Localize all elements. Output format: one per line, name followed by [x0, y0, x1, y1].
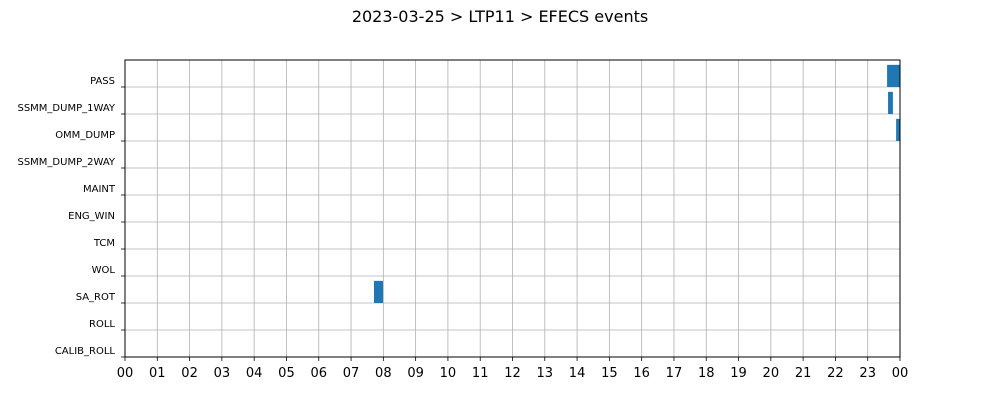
x-tick-label: 07: [343, 366, 360, 381]
x-tick-label: 13: [537, 366, 554, 381]
y-tick-label: ENG_WIN: [68, 211, 115, 222]
x-tick-label: 04: [246, 366, 263, 381]
x-tick-label: 11: [472, 366, 489, 381]
y-tick-label: OMM_DUMP: [55, 130, 115, 141]
event-bar: [887, 64, 900, 87]
x-tick-label: 09: [407, 366, 424, 381]
x-tick-label: 23: [859, 366, 876, 381]
x-tick-label: 19: [730, 366, 747, 381]
y-tick-label: SSMM_DUMP_2WAY: [17, 157, 115, 168]
x-tick-label: 08: [375, 366, 392, 381]
x-tick-label: 02: [181, 366, 198, 381]
x-tick-label: 22: [827, 366, 844, 381]
x-tick-label: 17: [666, 366, 683, 381]
x-tick-label: 20: [763, 366, 780, 381]
y-tick-label: ROLL: [89, 319, 115, 330]
x-tick-label: 06: [310, 366, 327, 381]
event-bar: [896, 118, 900, 141]
x-tick-label: 15: [601, 366, 618, 381]
x-tick-label: 03: [214, 366, 231, 381]
x-tick-label: 01: [149, 366, 166, 381]
event-bar: [373, 280, 384, 303]
y-tick-label: WOL: [92, 265, 116, 276]
x-tick-label: 10: [440, 366, 457, 381]
y-tick-label: SA_ROT: [76, 292, 116, 303]
x-tick-label: 05: [278, 366, 295, 381]
x-tick-label: 14: [569, 366, 586, 381]
y-tick-label: PASS: [90, 76, 115, 87]
x-tick-label: 00: [892, 366, 909, 381]
x-tick-label: 21: [795, 366, 812, 381]
x-tick-label: 18: [698, 366, 715, 381]
x-tick-label: 12: [504, 366, 521, 381]
event-bar: [888, 91, 893, 114]
plot-frame: [124, 59, 901, 358]
x-tick-label: 16: [633, 366, 650, 381]
y-tick-label: SSMM_DUMP_1WAY: [17, 103, 115, 114]
chart-title: 2023-03-25 > LTP11 > EFECS events: [352, 7, 648, 26]
x-tick-label: 00: [117, 366, 134, 381]
y-tick-label: CALIB_ROLL: [55, 346, 116, 357]
y-tick-label: TCM: [93, 238, 115, 249]
y-tick-label: MAINT: [83, 184, 116, 195]
